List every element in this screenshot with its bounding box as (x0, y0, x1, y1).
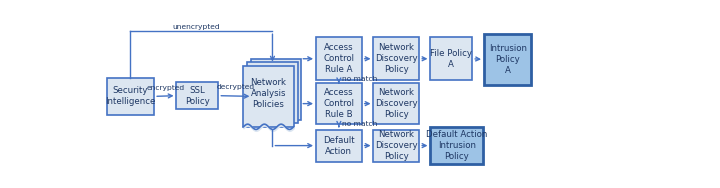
Text: Access
Control
Rule B: Access Control Rule B (323, 88, 354, 119)
Text: encrypted: encrypted (146, 85, 184, 91)
Text: decrypted: decrypted (216, 84, 254, 90)
Text: Network
Discovery
Policy: Network Discovery Policy (375, 43, 418, 74)
Text: Access
Control
Rule A: Access Control Rule A (323, 43, 354, 74)
Text: Network
Discovery
Policy: Network Discovery Policy (375, 130, 418, 161)
Bar (176, 82, 218, 109)
Text: Intrusion
Policy
A: Intrusion Policy A (489, 44, 526, 75)
Text: no match: no match (342, 76, 377, 82)
Text: Network
Discovery
Policy: Network Discovery Policy (375, 88, 418, 119)
Text: SSL
Policy: SSL Policy (185, 86, 210, 106)
Text: no match: no match (342, 121, 377, 127)
Bar (316, 130, 361, 161)
Bar (484, 34, 531, 85)
Text: Network
Analysis
Policies: Network Analysis Policies (251, 78, 287, 109)
Text: unencrypted: unencrypted (172, 24, 220, 30)
Text: Default Action
Intrusion
Policy: Default Action Intrusion Policy (426, 130, 487, 161)
Bar (243, 66, 294, 127)
Bar (431, 127, 483, 164)
Bar (374, 37, 419, 80)
Bar (107, 78, 154, 115)
Bar (374, 83, 419, 124)
Text: File Policy
A: File Policy A (431, 49, 472, 69)
Bar (374, 130, 419, 161)
Text: Default
Action: Default Action (323, 136, 355, 156)
Text: Security
Intelligence: Security Intelligence (105, 86, 156, 106)
Bar (248, 62, 297, 123)
Bar (431, 37, 472, 80)
Bar (251, 59, 302, 120)
Bar (316, 37, 361, 80)
Bar (316, 83, 361, 124)
